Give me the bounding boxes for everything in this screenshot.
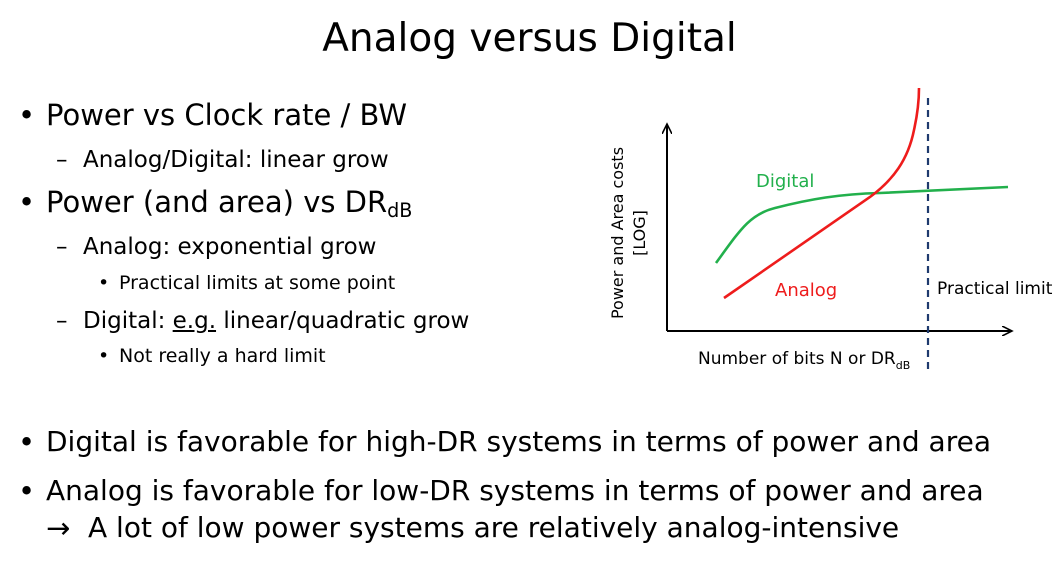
bullet-text: Analog: exponential grow — [83, 234, 377, 260]
bullet-dot-icon: • — [98, 345, 110, 367]
dash-icon: – — [56, 234, 68, 260]
bullet-dot-icon: • — [98, 272, 110, 294]
analog-curve — [723, 87, 921, 300]
bullet-text: A lot of low power systems are relativel… — [88, 511, 900, 544]
y-axis-label-line1: Power and Area costs — [608, 147, 627, 319]
practical-limit-label: Practical limit — [937, 279, 1053, 299]
underlined-eg: e.g. — [172, 308, 217, 334]
bullet-text: Digital: e.g. linear/quadratic grow — [83, 308, 470, 334]
y-axis-label-line2: [LOG] — [630, 210, 649, 256]
slide-title: Analog versus Digital — [322, 16, 737, 61]
bullet-text: Analog is favorable for low-DR systems i… — [46, 474, 984, 507]
y-axis-label: Power and Area costs [LOG] — [608, 147, 649, 319]
bullet-dot-icon: • — [18, 425, 36, 459]
bullet-text: Digital is favorable for high-DR systems… — [46, 425, 991, 458]
x-axis-label-subscript: dB — [896, 359, 911, 372]
analog-label: Analog — [775, 280, 837, 301]
dash-icon: – — [56, 308, 68, 334]
bullet-text: Practical limits at some point — [119, 272, 396, 294]
x-axis-label: Number of bits N or DRdB — [698, 349, 910, 372]
digital-label: Digital — [756, 171, 814, 192]
bullet-dot-icon: • — [18, 98, 36, 132]
subscript: dB — [387, 198, 413, 222]
digital-curve — [714, 185, 1009, 264]
bullet-text: Not really a hard limit — [119, 345, 326, 367]
arrow-right-icon: → — [46, 511, 71, 545]
bullet-text: Power vs Clock rate / BW — [46, 98, 408, 132]
bullet-dot-icon: • — [18, 185, 36, 219]
bullet-text: Analog/Digital: linear grow — [83, 147, 389, 173]
dash-icon: – — [56, 147, 68, 173]
bullet-text: Power (and area) vs DRdB — [46, 185, 413, 222]
bullet-dot-icon: • — [18, 474, 36, 508]
